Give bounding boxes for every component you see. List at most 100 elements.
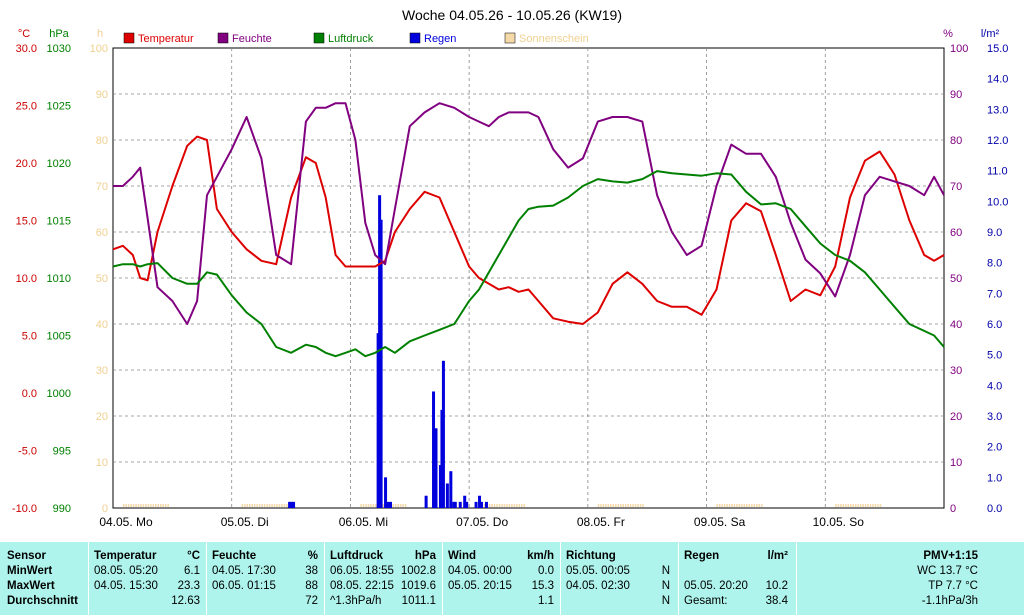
stats-sensor-header: Sensor bbox=[7, 550, 46, 562]
temperature-tick-label: 20.0 bbox=[16, 158, 37, 170]
rain-bar bbox=[292, 501, 296, 508]
sunshine-mark bbox=[286, 504, 288, 507]
sunshine-mark bbox=[516, 504, 518, 507]
humidity-tick-label: 60 bbox=[950, 227, 962, 239]
sunshine-mark bbox=[864, 504, 867, 507]
rain-tick-label: 1.0 bbox=[987, 472, 1002, 484]
sunshine-mark bbox=[748, 504, 751, 507]
stats-wind-unit: km/h bbox=[527, 550, 554, 562]
sunshine-mark bbox=[718, 504, 721, 507]
stats-wind-max-time: 05.05. 20:15 bbox=[448, 580, 512, 592]
rain-bar bbox=[388, 501, 392, 508]
sunshine-mark bbox=[397, 504, 399, 507]
sunshine-mark bbox=[845, 504, 847, 507]
stats-row-label-avg: Durchschnitt bbox=[7, 595, 78, 607]
pressure-tick-label: 1015 bbox=[47, 216, 71, 228]
sunshine-mark bbox=[624, 504, 627, 507]
rain-tick-label: 7.0 bbox=[987, 288, 1002, 300]
line-series bbox=[112, 102, 945, 358]
sunshine-mark bbox=[283, 504, 286, 507]
sunshine-mark bbox=[602, 504, 605, 507]
legend: Temperatur Feuchte Luftdruck Regen Sonnensch… bbox=[123, 32, 589, 45]
stats-rain-header: Regen bbox=[684, 550, 720, 562]
sunshine-tick-label: 0 bbox=[102, 503, 108, 515]
humidity-tick-label: 10 bbox=[950, 457, 962, 469]
rain-bar bbox=[453, 501, 457, 508]
rain-unit-label: l/m² bbox=[981, 28, 1000, 40]
rain-bar bbox=[484, 501, 488, 508]
humidity-line bbox=[113, 102, 945, 325]
sunshine-mark bbox=[145, 504, 147, 507]
sunshine-mark bbox=[607, 504, 610, 507]
humidity-tick-label: 40 bbox=[950, 319, 962, 331]
rain-bar bbox=[432, 391, 436, 508]
temperature-tick-label: 15.0 bbox=[16, 216, 37, 228]
sunshine-mark bbox=[733, 504, 736, 507]
temperature-tick-label: 0.0 bbox=[22, 388, 37, 400]
axes: 30.025.020.015.010.05.00.0-5.0-10.010301… bbox=[12, 28, 1009, 529]
sunshine-mark bbox=[281, 504, 283, 507]
sunshine-mark bbox=[597, 504, 600, 507]
sunshine-mark bbox=[731, 504, 733, 507]
rain-bar bbox=[478, 495, 482, 508]
rain-bar bbox=[449, 471, 453, 508]
sunshine-mark bbox=[246, 504, 249, 507]
sunshine-mark bbox=[402, 504, 404, 507]
legend-swatch bbox=[217, 32, 229, 44]
stats-dir-avg-value: N bbox=[661, 595, 670, 607]
sunshine-unit-label: h bbox=[97, 28, 103, 40]
stats-dir-max-time: 04.05. 02:30 bbox=[566, 580, 630, 592]
stats-hum-min-value: 38 bbox=[305, 565, 318, 577]
sunshine-mark bbox=[271, 504, 273, 507]
sunshine-mark bbox=[493, 504, 496, 507]
sunshine-mark bbox=[753, 504, 756, 507]
humidity-tick-label: 100 bbox=[950, 43, 968, 55]
legend-label: Temperatur bbox=[138, 33, 194, 45]
sunshine-mark bbox=[521, 504, 523, 507]
temperature-tick-label: -5.0 bbox=[18, 446, 37, 458]
stats-wind-avg-value: 1.1 bbox=[538, 595, 554, 607]
sunshine-mark bbox=[862, 504, 864, 507]
stats-table: Sensor MinWert MaxWert Durchschnitt Temp… bbox=[0, 542, 1024, 615]
stats-rain-max-value: 10.2 bbox=[765, 580, 788, 592]
sunshine-mark bbox=[600, 504, 602, 507]
humidity-tick-label: 20 bbox=[950, 411, 962, 423]
grid bbox=[113, 48, 944, 508]
rain-tick-label: 8.0 bbox=[987, 258, 1002, 270]
sunshine-mark bbox=[360, 504, 362, 507]
sunshine-mark bbox=[837, 504, 840, 507]
pressure-tick-label: 1005 bbox=[47, 331, 71, 343]
rain-bar bbox=[424, 495, 428, 508]
sunshine-mark bbox=[140, 504, 142, 507]
day-tick-label: 04.05. Mo bbox=[99, 515, 153, 529]
rain-bar bbox=[441, 360, 445, 508]
rain-tick-label: 5.0 bbox=[987, 350, 1002, 362]
rain-bar bbox=[458, 501, 462, 508]
legend-swatch bbox=[123, 32, 135, 44]
stats-press-max-time: 08.05. 22:15 bbox=[330, 580, 394, 592]
sunshine-mark bbox=[258, 504, 261, 507]
rain-tick-label: 4.0 bbox=[987, 380, 1002, 392]
sunshine-mark bbox=[491, 504, 493, 507]
stats-rain-unit: l/m² bbox=[767, 550, 788, 562]
legend-swatch bbox=[504, 32, 516, 44]
stats-hum-min-time: 04.05. 17:30 bbox=[212, 565, 276, 577]
humidity-tick-label: 50 bbox=[950, 273, 962, 285]
rain-tick-label: 9.0 bbox=[987, 227, 1002, 239]
sunshine-mark bbox=[716, 504, 718, 507]
sunshine-mark bbox=[137, 504, 140, 507]
sunshine-mark bbox=[610, 504, 612, 507]
rain-tick-label: 14.0 bbox=[987, 74, 1008, 86]
sunshine-mark bbox=[743, 504, 746, 507]
sunshine-mark bbox=[404, 504, 407, 507]
sunshine-mark bbox=[879, 504, 882, 507]
sunshine-tick-label: 30 bbox=[96, 365, 108, 377]
stats-dir-max-value: N bbox=[661, 580, 670, 592]
sunshine-mark bbox=[835, 504, 837, 507]
sunshine-mark bbox=[760, 504, 763, 507]
pressure-tick-label: 1030 bbox=[47, 43, 71, 55]
stats-wind-max-value: 15.3 bbox=[531, 580, 554, 592]
sunshine-mark bbox=[399, 504, 402, 507]
sunshine-mark bbox=[738, 504, 741, 507]
sunshine-mark bbox=[362, 504, 365, 507]
